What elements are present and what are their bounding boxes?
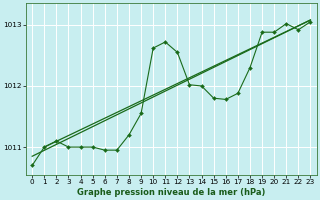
X-axis label: Graphe pression niveau de la mer (hPa): Graphe pression niveau de la mer (hPa) [77, 188, 266, 197]
